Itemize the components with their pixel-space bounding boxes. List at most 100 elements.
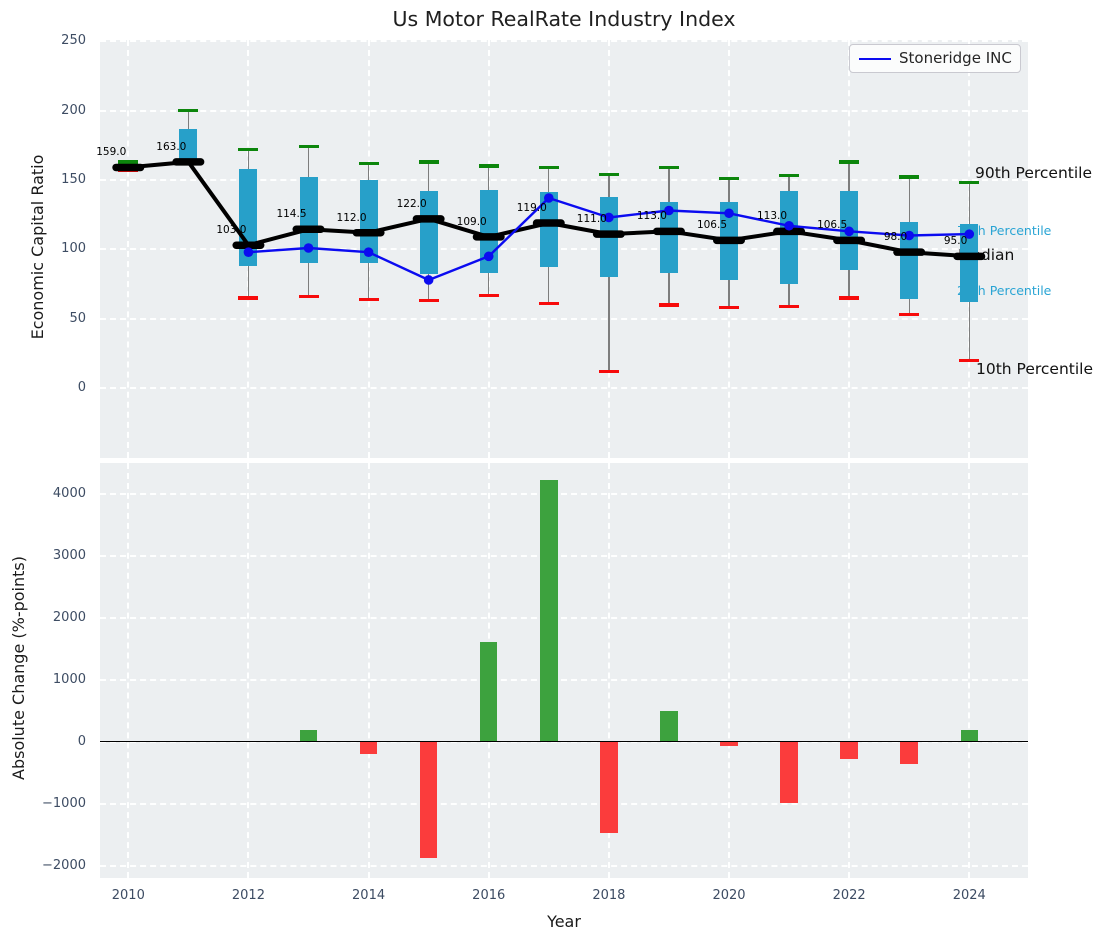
x-tick-label: 2018	[592, 888, 626, 903]
median-annotation: 159.0	[96, 146, 127, 159]
change-bar	[900, 741, 918, 765]
median-annotation: 111.0	[576, 213, 607, 226]
top-axes: 90th Percentile 75th Percentile Median 25th…	[100, 40, 1093, 458]
median-annotation: 95.0	[943, 235, 968, 248]
p90-cap	[538, 165, 559, 170]
change-bar	[540, 479, 558, 742]
gridline-horizontal	[100, 802, 1028, 805]
change-bar	[419, 741, 438, 859]
chart-title: Us Motor RealRate Industry Index	[392, 7, 736, 31]
p90-cap	[899, 175, 920, 179]
p90-cap	[658, 165, 679, 170]
percentile-label-10: 10th Percentile	[976, 360, 1094, 378]
change-bar	[299, 729, 318, 742]
p90-cap	[298, 144, 319, 149]
median-annotation: 113.0	[757, 210, 788, 223]
y-tick-label: 50	[69, 310, 86, 326]
gridline-vertical	[968, 463, 971, 878]
y-tick-label: −1000	[42, 795, 86, 811]
change-bar	[960, 729, 979, 742]
median-annotation: 113.0	[636, 210, 667, 223]
gridline-horizontal	[100, 317, 1028, 320]
y-tick-label: 2000	[52, 609, 86, 625]
p90-cap	[118, 160, 139, 164]
median-annotation: 98.0	[883, 231, 908, 244]
p90-cap	[178, 108, 199, 113]
gridline-horizontal	[100, 387, 1028, 390]
x-tick-label: 2016	[472, 888, 506, 903]
gridline-vertical	[247, 463, 250, 878]
y-tick-label: 0	[77, 380, 86, 396]
gridline-vertical	[848, 463, 851, 878]
gridline-vertical	[127, 40, 130, 458]
median-annotation: 119.0	[516, 202, 547, 214]
x-tick-label: 2024	[952, 888, 986, 903]
change-bar	[720, 741, 738, 746]
legend: Stoneridge INC	[849, 44, 1021, 73]
change-bar	[600, 741, 618, 834]
y-tick-label: 150	[61, 171, 86, 187]
median-annotation: 103.0	[216, 224, 247, 237]
legend-line-sample	[859, 57, 891, 60]
percentile-label-75: 75th Percentile	[957, 223, 1052, 238]
median-annotation: 163.0	[156, 140, 187, 153]
y-tick-label: 250	[61, 33, 86, 49]
p10-cap	[178, 161, 199, 165]
gridline-horizontal	[100, 864, 1028, 867]
p10-cap	[779, 304, 800, 309]
p10-cap	[899, 312, 920, 317]
iqr-box	[119, 166, 138, 170]
p10-cap	[418, 299, 439, 303]
change-bar	[840, 741, 858, 759]
iqr-box	[179, 128, 198, 160]
p90-cap	[358, 161, 379, 165]
percentile-label-90: 90th Percentile	[975, 164, 1093, 182]
x-tick-label: 2020	[712, 888, 746, 903]
iqr-box	[780, 191, 799, 285]
p10-cap	[238, 296, 259, 300]
p90-cap	[839, 160, 860, 164]
gridline-horizontal	[100, 554, 1028, 557]
median-annotation: 109.0	[456, 215, 487, 228]
p10-cap	[478, 293, 499, 297]
median-annotation: 112.0	[336, 211, 367, 224]
x-tick-label: 2012	[231, 888, 265, 903]
p10-cap	[358, 297, 379, 302]
gridline-vertical	[367, 463, 370, 878]
p10-cap	[959, 358, 980, 363]
p10-cap	[598, 369, 619, 374]
median-annotation: 122.0	[396, 197, 427, 210]
median-annotation: 114.5	[276, 208, 307, 221]
gridline-vertical	[728, 463, 730, 878]
p10-cap	[719, 306, 739, 310]
y-tick-label: −2000	[42, 857, 86, 873]
p90-cap	[478, 164, 499, 168]
p90-cap	[598, 172, 619, 177]
p90-cap	[719, 176, 739, 181]
p90-cap	[959, 181, 980, 185]
change-bar	[359, 741, 378, 754]
gridline-horizontal	[100, 109, 1028, 112]
change-bar	[780, 741, 798, 803]
p90-cap	[779, 174, 800, 178]
p10-cap	[658, 303, 679, 307]
zero-line	[100, 740, 1028, 743]
p90-cap	[238, 147, 259, 152]
gridline-vertical	[607, 463, 610, 878]
y-tick-label: 200	[61, 102, 86, 118]
percentile-label-25: 25th Percentile	[957, 283, 1052, 298]
change-bar	[660, 711, 678, 742]
change-bar	[479, 642, 498, 742]
y-tick-label: 1000	[52, 671, 86, 687]
p90-cap	[418, 160, 439, 164]
legend-label: Stoneridge INC	[899, 49, 1012, 67]
p10-cap	[839, 296, 860, 300]
gridline-horizontal	[100, 616, 1028, 619]
median-annotation: 106.5	[696, 219, 727, 232]
gridline-horizontal	[100, 40, 1028, 43]
gridline-vertical	[127, 463, 130, 878]
x-tick-label: 2022	[832, 888, 866, 903]
x-tick-label: 2014	[352, 888, 386, 903]
median-annotation: 106.5	[817, 219, 848, 232]
